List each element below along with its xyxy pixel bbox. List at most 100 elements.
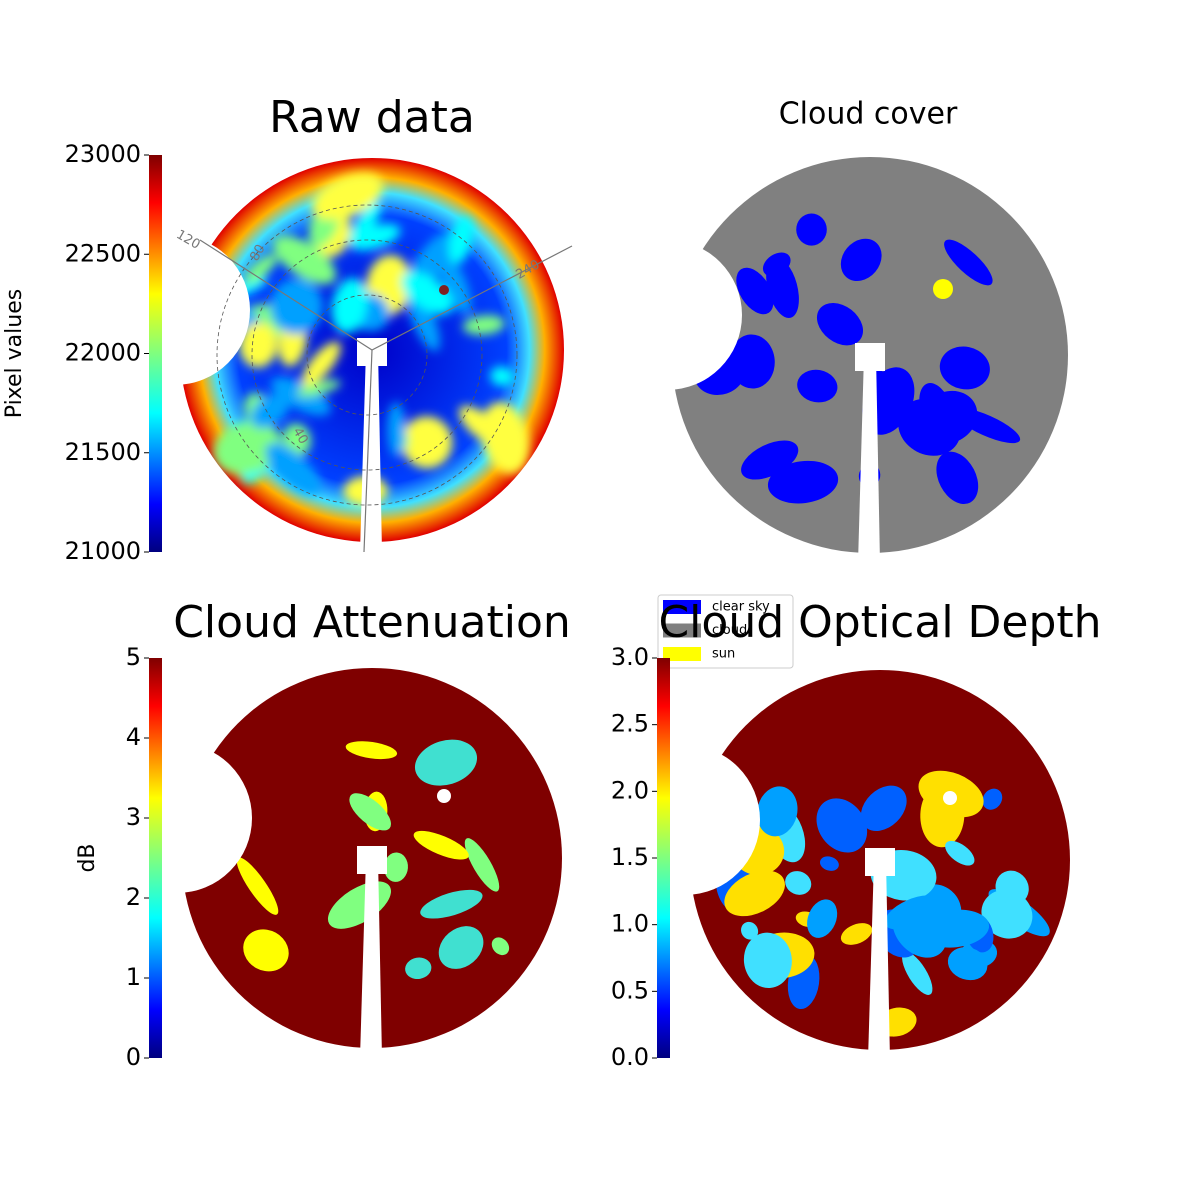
sky-blob: [741, 921, 759, 940]
legend-swatch: [663, 600, 701, 614]
sky-blob: [239, 322, 278, 368]
polar-axis: [363, 349, 373, 553]
sky-blob: [413, 830, 469, 860]
colorbar-tick-label: 1.5: [611, 843, 649, 871]
sky-blobs: [715, 770, 1050, 1037]
sky-blob: [490, 366, 514, 387]
sky-blob: [462, 315, 505, 335]
sky-blob: [819, 856, 839, 871]
sun-marker: [437, 789, 451, 803]
sky-blob: [384, 852, 408, 882]
sky-blob: [724, 870, 785, 917]
sky-blob: [250, 393, 290, 429]
colorbar: [657, 658, 670, 1058]
sky-blob: [862, 367, 915, 435]
sky-blob: [807, 899, 838, 938]
sky-blob: [876, 1007, 917, 1037]
colorbar: [149, 658, 162, 1058]
sky-blob: [438, 926, 484, 969]
sky-blobs: [236, 739, 510, 980]
sun-marker: [943, 791, 957, 805]
panel-title: Raw data: [269, 92, 475, 143]
sky-blob: [349, 793, 391, 831]
sky-blob: [762, 252, 791, 277]
sky-blob: [464, 838, 500, 892]
sky-blob: [840, 923, 873, 945]
colorbar-tick-label: 3: [126, 803, 141, 831]
sky-blob: [213, 421, 282, 475]
sky-blob: [481, 402, 530, 474]
sky-blob: [945, 840, 975, 866]
sky-blob: [296, 379, 341, 397]
sky-blob: [327, 881, 392, 929]
sun-marker: [933, 279, 953, 299]
sky-blobs: [202, 172, 530, 506]
colorbar-tick-label: 0: [126, 1043, 141, 1071]
sky-blob: [902, 951, 933, 995]
sky-blob: [796, 213, 827, 246]
colorbar-tick-label: 5: [126, 643, 141, 671]
legend-label: cloud: [712, 623, 747, 638]
sun-marker: [439, 285, 449, 295]
colorbar-tick-label: 23000: [65, 140, 141, 168]
sky-blob: [884, 895, 940, 930]
colorbar-tick-label: 1: [126, 963, 141, 991]
colorbar-tick-label: 4: [126, 723, 141, 751]
colorbar-label: Pixel values: [2, 289, 27, 418]
sky-blob: [858, 464, 881, 488]
sky-blob: [785, 871, 812, 895]
legend-swatch: [663, 647, 701, 661]
colorbar-tick-label: 2.0: [611, 776, 649, 804]
sky-blob: [401, 271, 454, 315]
sky-blob: [729, 334, 775, 389]
sky-image: [182, 668, 562, 1048]
sky-blob: [731, 825, 785, 876]
colorbar-tick-label: 21000: [65, 537, 141, 565]
sky-blob: [995, 870, 1029, 905]
sky-blob: [387, 402, 406, 457]
legend-label: sun: [712, 647, 735, 662]
polar-grid-circle: [306, 294, 428, 416]
sky-blob: [797, 369, 838, 403]
sky-blob: [349, 201, 382, 245]
sky-blob: [860, 785, 907, 831]
sky-blob: [202, 277, 268, 306]
colorbar: [149, 155, 162, 552]
sky-blob: [420, 889, 483, 919]
colorbar-tick-label: 2: [126, 883, 141, 911]
sky-blob: [244, 254, 278, 284]
colorbar-label: dB: [75, 843, 100, 872]
sky-blob: [265, 443, 321, 495]
polar-grid-circle: [251, 239, 483, 471]
polar-axis: [199, 239, 373, 351]
polar-label: 80: [247, 242, 268, 264]
sky-blob: [947, 947, 988, 981]
sky-background: [182, 668, 562, 1048]
legend-label: clear sky: [712, 600, 770, 615]
sky-blob: [345, 741, 398, 760]
sky-blob: [311, 172, 384, 220]
colorbar-tick-label: 0.0: [611, 1043, 649, 1071]
sky-blob: [840, 238, 882, 282]
sky-blob: [301, 341, 341, 387]
sky-blob: [982, 788, 1003, 810]
sky-blob: [816, 798, 868, 853]
legend-swatch: [663, 623, 701, 638]
sky-blob: [405, 957, 432, 980]
sky-image: [672, 157, 1068, 553]
sky-blob: [944, 239, 993, 286]
sky-blob: [448, 216, 474, 264]
panel-title: Cloud Attenuation: [173, 597, 571, 648]
sky-blobs: [694, 213, 1021, 505]
sky-blob: [936, 451, 979, 505]
panel-title: Cloud cover: [779, 97, 958, 132]
sky-blob: [736, 267, 774, 315]
polar-axis: [371, 245, 573, 351]
sky-blob: [272, 235, 337, 285]
colorbar-tick-label: 2.5: [611, 710, 649, 738]
sky-blob: [919, 909, 990, 948]
sky-blob: [401, 416, 453, 469]
sky-blob: [343, 475, 388, 506]
panel-title: Cloud Optical Depth: [658, 597, 1101, 648]
